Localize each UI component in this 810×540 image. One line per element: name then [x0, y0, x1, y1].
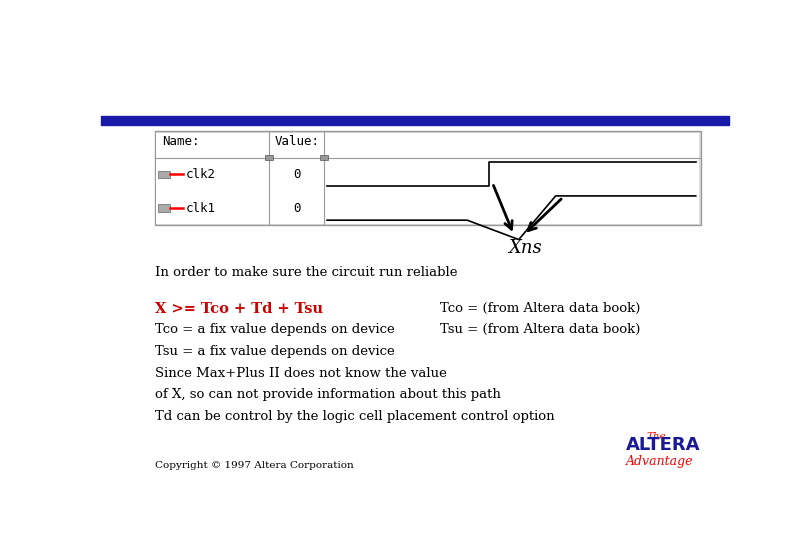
Bar: [265, 155, 274, 160]
Text: Tco = a fix value depends on device: Tco = a fix value depends on device: [155, 323, 394, 336]
Text: Tco = (from Altera data book): Tco = (from Altera data book): [441, 302, 641, 315]
Text: Name:: Name:: [162, 134, 199, 147]
Text: Copyright © 1997 Altera Corporation: Copyright © 1997 Altera Corporation: [155, 461, 353, 470]
Bar: [159, 204, 169, 212]
Bar: [320, 155, 328, 160]
Text: Xns: Xns: [508, 239, 542, 258]
Text: Tsu = a fix value depends on device: Tsu = a fix value depends on device: [155, 345, 394, 358]
Text: Td can be control by the logic cell placement control option: Td can be control by the logic cell plac…: [155, 410, 554, 423]
Text: 0: 0: [293, 168, 301, 181]
Text: Tsu = (from Altera data book): Tsu = (from Altera data book): [441, 323, 641, 336]
Text: The: The: [647, 432, 667, 441]
Text: clk2: clk2: [186, 168, 216, 181]
Text: Value:: Value:: [275, 134, 319, 147]
Text: Advantage: Advantage: [626, 455, 693, 468]
Text: of X, so can not provide information about this path: of X, so can not provide information abo…: [155, 388, 501, 401]
Text: In order to make sure the circuit run reliable: In order to make sure the circuit run re…: [155, 266, 457, 280]
Bar: [155, 131, 701, 225]
Bar: [101, 116, 729, 125]
Bar: [156, 133, 699, 224]
Text: ALTERA: ALTERA: [626, 436, 701, 454]
Text: 0: 0: [293, 201, 301, 214]
Text: Since Max+Plus II does not know the value: Since Max+Plus II does not know the valu…: [155, 367, 446, 380]
Bar: [159, 171, 169, 178]
Text: clk1: clk1: [186, 201, 216, 214]
Text: X >= Tco + Td + Tsu: X >= Tco + Td + Tsu: [155, 302, 322, 316]
